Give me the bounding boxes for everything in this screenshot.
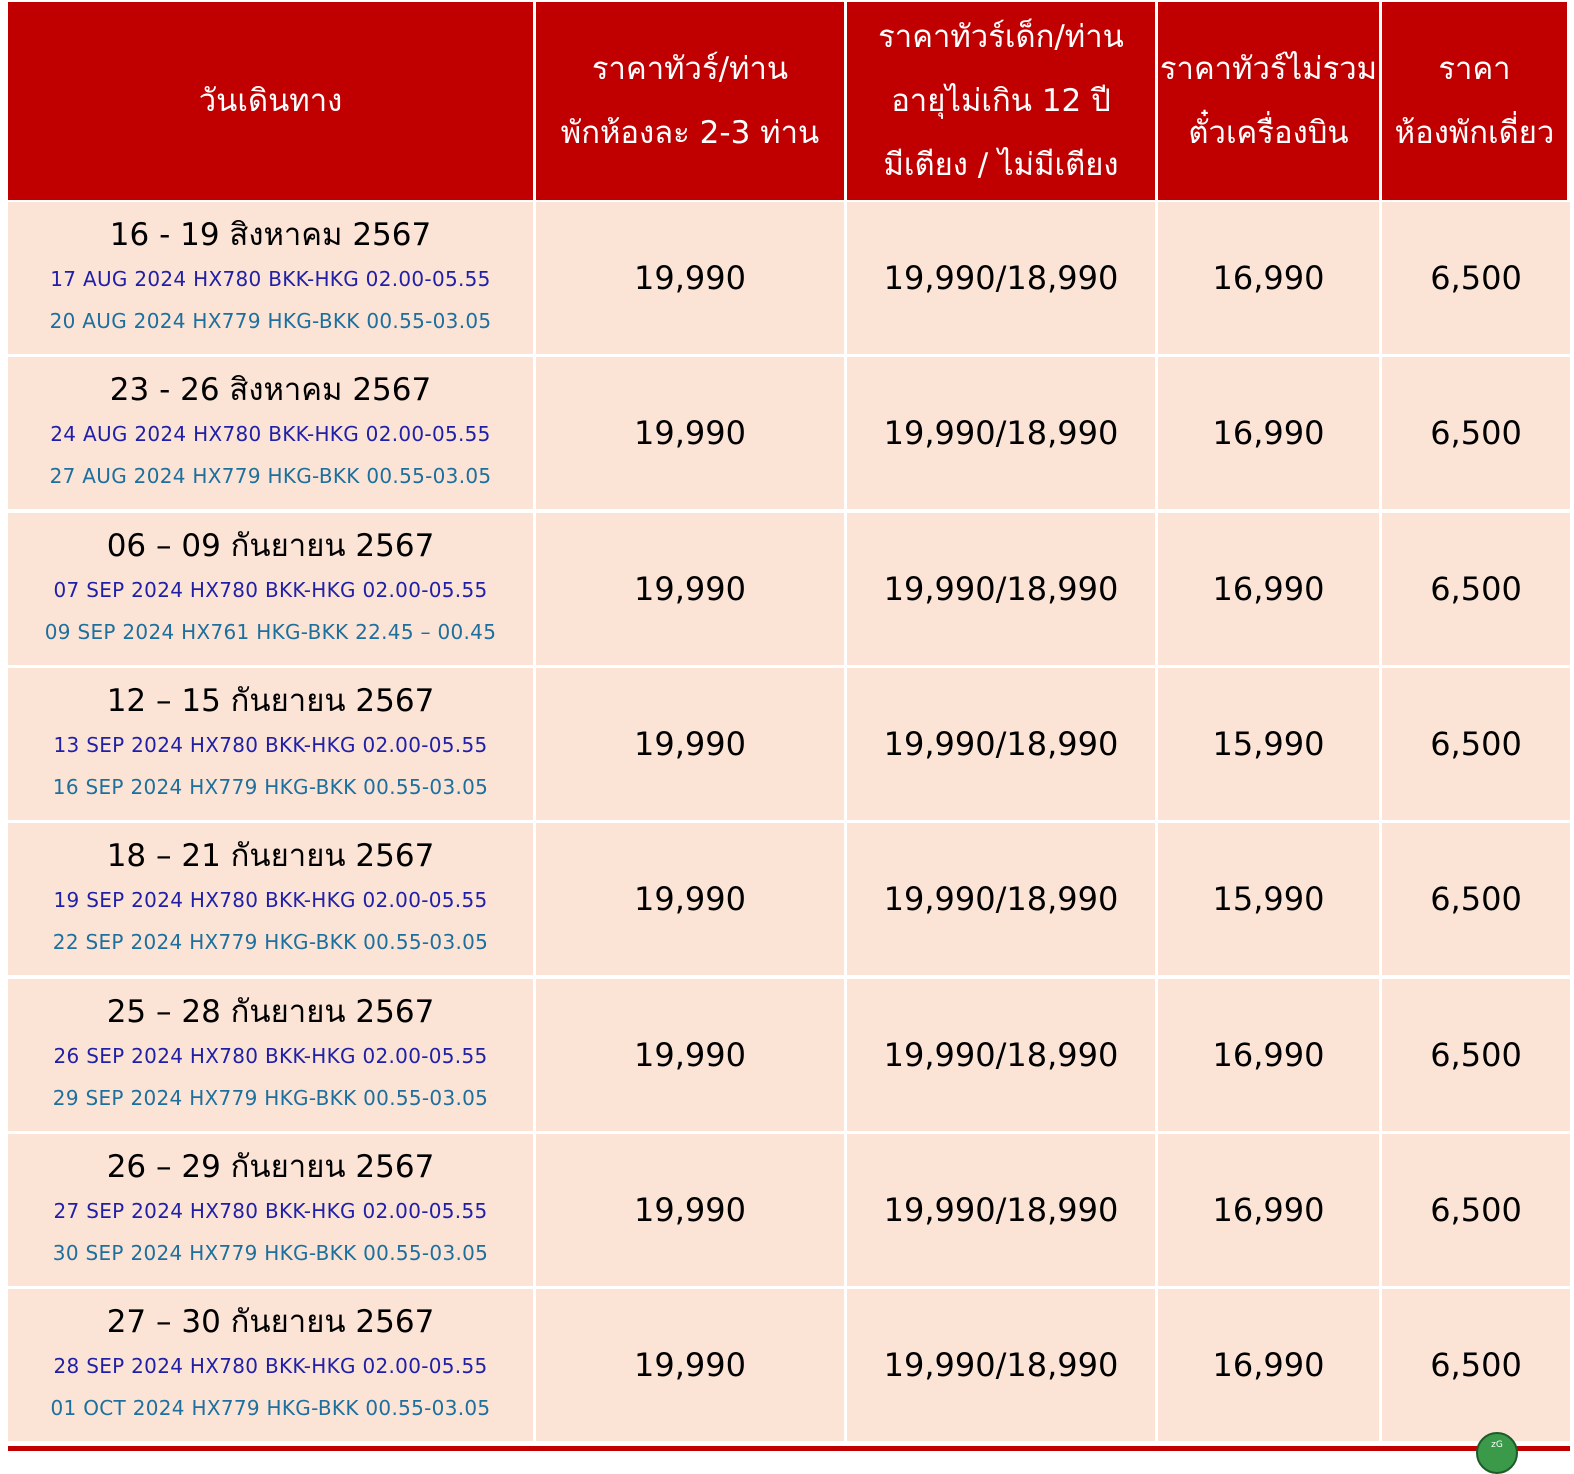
- child-price: 19,990/18,990: [847, 513, 1155, 665]
- outbound-flight: 17 AUG 2024 HX780 BKK-HKG 02.00-05.55: [50, 267, 491, 291]
- child-price: 19,990/18,990: [847, 1134, 1155, 1286]
- return-flight: 16 SEP 2024 HX779 HKG-BKK 00.55-03.05: [52, 775, 489, 799]
- no-ticket-price: 16,990: [1158, 357, 1379, 509]
- travel-date-cell: 26 – 29 กันยายน 2567 27 SEP 2024 HX780 BK…: [8, 1134, 533, 1286]
- outbound-flight: 24 AUG 2024 HX780 BKK-HKG 02.00-05.55: [50, 422, 491, 446]
- single-room-price: 6,500: [1382, 668, 1570, 820]
- outbound-flight: 19 SEP 2024 HX780 BKK-HKG 02.00-05.55: [53, 888, 488, 912]
- adult-price: 19,990: [536, 202, 844, 354]
- header-child-price: ราคาทัวร์เด็ก/ท่านอายุไม่เกิน 12 ปีมีเตี…: [847, 2, 1155, 200]
- header-line: ตั๋วเครื่องบิน: [1188, 115, 1349, 151]
- travel-date: 06 – 09 กันยายน 2567: [106, 528, 435, 564]
- header-line: มีเตียง / ไม่มีเตียง: [883, 147, 1119, 183]
- travel-date-cell: 12 – 15 กันยายน 2567 13 SEP 2024 HX780 BK…: [8, 668, 533, 820]
- adult-price: 19,990: [536, 1289, 844, 1441]
- travel-date: 18 – 21 กันยายน 2567: [106, 838, 435, 874]
- no-ticket-price: 16,990: [1158, 202, 1379, 354]
- adult-price: 19,990: [536, 357, 844, 509]
- no-ticket-price: 16,990: [1158, 513, 1379, 665]
- child-price: 19,990/18,990: [847, 357, 1155, 509]
- single-room-price: 6,500: [1382, 1134, 1570, 1286]
- travel-date-cell: 25 – 28 กันยายน 2567 26 SEP 2024 HX780 BK…: [8, 979, 533, 1131]
- return-flight: 30 SEP 2024 HX779 HKG-BKK 00.55-03.05: [52, 1241, 489, 1265]
- child-price: 19,990/18,990: [847, 979, 1155, 1131]
- single-room-price: 6,500: [1382, 357, 1570, 509]
- header-line: ราคาทัวร์ไม่รวม: [1159, 51, 1378, 87]
- travel-date: 25 – 28 กันยายน 2567: [106, 994, 435, 1030]
- header-line: วันเดินทาง: [198, 83, 343, 119]
- child-price: 19,990/18,990: [847, 1289, 1155, 1441]
- child-price: 19,990/18,990: [847, 823, 1155, 975]
- travel-date-cell: 06 – 09 กันยายน 2567 07 SEP 2024 HX780 BK…: [8, 513, 533, 665]
- no-ticket-price: 15,990: [1158, 823, 1379, 975]
- header-line: อายุไม่เกิน 12 ปี: [891, 83, 1111, 119]
- travel-date: 23 - 26 สิงหาคม 2567: [109, 372, 432, 408]
- return-flight: 09 SEP 2024 HX761 HKG-BKK 22.45 – 00.45: [44, 620, 497, 644]
- single-room-price: 6,500: [1382, 513, 1570, 665]
- header-line: พักห้องละ 2-3 ท่าน: [560, 115, 820, 151]
- outbound-flight: 13 SEP 2024 HX780 BKK-HKG 02.00-05.55: [53, 733, 488, 757]
- header-single-room: ราคาห้องพักเดี่ยว: [1382, 2, 1567, 200]
- return-flight: 22 SEP 2024 HX779 HKG-BKK 00.55-03.05: [52, 930, 489, 954]
- outbound-flight: 28 SEP 2024 HX780 BKK-HKG 02.00-05.55: [53, 1354, 488, 1378]
- header-line: ห้องพักเดี่ยว: [1394, 115, 1555, 151]
- no-ticket-price: 15,990: [1158, 668, 1379, 820]
- single-room-price: 6,500: [1382, 823, 1570, 975]
- logo-text: zG: [1491, 1440, 1503, 1450]
- outbound-flight: 26 SEP 2024 HX780 BKK-HKG 02.00-05.55: [53, 1044, 488, 1068]
- no-ticket-price: 16,990: [1158, 1134, 1379, 1286]
- travel-date-cell: 18 – 21 กันยายน 2567 19 SEP 2024 HX780 BK…: [8, 823, 533, 975]
- outbound-flight: 07 SEP 2024 HX780 BKK-HKG 02.00-05.55: [53, 578, 488, 602]
- return-flight: 20 AUG 2024 HX779 HKG-BKK 00.55-03.05: [49, 309, 492, 333]
- single-room-price: 6,500: [1382, 979, 1570, 1131]
- single-room-price: 6,500: [1382, 1289, 1570, 1441]
- travel-date: 26 – 29 กันยายน 2567: [106, 1149, 435, 1185]
- return-flight: 27 AUG 2024 HX779 HKG-BKK 00.55-03.05: [49, 464, 492, 488]
- header-line: ราคาทัวร์/ท่าน: [591, 51, 789, 87]
- header-travel-date: วันเดินทาง: [8, 2, 533, 200]
- adult-price: 19,990: [536, 513, 844, 665]
- header-adult-price: ราคาทัวร์/ท่านพักห้องละ 2-3 ท่าน: [536, 2, 844, 200]
- single-room-price: 6,500: [1382, 202, 1570, 354]
- child-price: 19,990/18,990: [847, 202, 1155, 354]
- outbound-flight: 27 SEP 2024 HX780 BKK-HKG 02.00-05.55: [53, 1199, 488, 1223]
- return-flight: 01 OCT 2024 HX779 HKG-BKK 00.55-03.05: [50, 1396, 491, 1420]
- bottom-rule: [8, 1446, 1570, 1451]
- return-flight: 29 SEP 2024 HX779 HKG-BKK 00.55-03.05: [52, 1086, 489, 1110]
- adult-price: 19,990: [536, 823, 844, 975]
- no-ticket-price: 16,990: [1158, 979, 1379, 1131]
- brand-logo-icon: zG: [1476, 1432, 1518, 1474]
- child-price: 19,990/18,990: [847, 668, 1155, 820]
- travel-date: 16 - 19 สิงหาคม 2567: [109, 217, 432, 253]
- header-line: ราคา: [1438, 51, 1511, 87]
- header-line: ราคาทัวร์เด็ก/ท่าน: [878, 19, 1124, 55]
- travel-date: 27 – 30 กันยายน 2567: [106, 1304, 435, 1340]
- adult-price: 19,990: [536, 1134, 844, 1286]
- no-ticket-price: 16,990: [1158, 1289, 1379, 1441]
- adult-price: 19,990: [536, 979, 844, 1131]
- header-no-ticket-price: ราคาทัวร์ไม่รวมตั๋วเครื่องบิน: [1158, 2, 1379, 200]
- price-table: วันเดินทาง ราคาทัวร์/ท่านพักห้องละ 2-3 ท่…: [8, 2, 1570, 1446]
- travel-date: 12 – 15 กันยายน 2567: [106, 683, 435, 719]
- travel-date-cell: 23 - 26 สิงหาคม 2567 24 AUG 2024 HX780 BK…: [8, 357, 533, 509]
- adult-price: 19,990: [536, 668, 844, 820]
- travel-date-cell: 16 - 19 สิงหาคม 2567 17 AUG 2024 HX780 BK…: [8, 202, 533, 354]
- travel-date-cell: 27 – 30 กันยายน 2567 28 SEP 2024 HX780 BK…: [8, 1289, 533, 1441]
